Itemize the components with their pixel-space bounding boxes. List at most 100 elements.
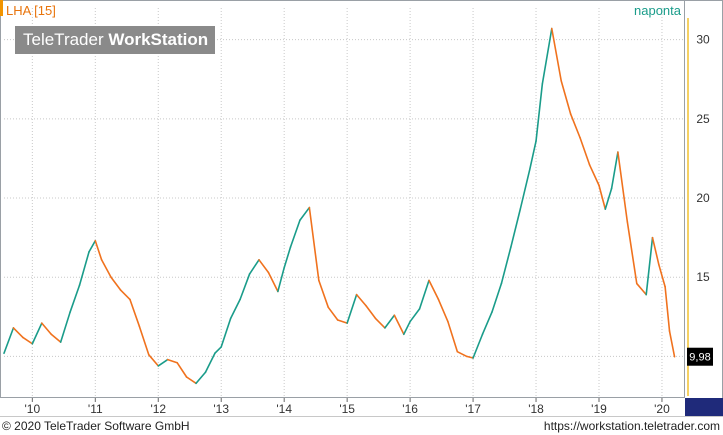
price-segment: [239, 273, 251, 301]
price-segment: [604, 187, 613, 210]
price-segment: [645, 236, 654, 296]
price-segment: [528, 140, 537, 171]
y-tick-label: 20: [696, 191, 710, 205]
price-segment: [283, 246, 292, 269]
y-tick-label: 25: [696, 112, 710, 126]
price-segment: [409, 308, 421, 323]
price-segment: [299, 206, 311, 222]
price-segment: [365, 304, 377, 320]
price-segment: [267, 271, 279, 293]
price-segment: [3, 327, 15, 355]
price-segment: [318, 279, 330, 309]
x-tick-label: '14: [276, 402, 292, 416]
price-segment: [31, 322, 43, 345]
last-value-marker: 9,98: [687, 347, 713, 366]
price-segment: [598, 184, 607, 210]
price-segment: [94, 240, 103, 261]
price-segment: [428, 279, 440, 301]
x-tick-label: '15: [339, 402, 355, 416]
x-tick-label: '18: [528, 402, 544, 416]
price-segment: [214, 346, 223, 355]
price-segment: [472, 333, 484, 359]
price-segment: [59, 311, 71, 343]
price-segment: [491, 282, 503, 313]
price-segment: [541, 27, 553, 85]
scroll-corner[interactable]: [685, 398, 723, 416]
price-segment: [248, 259, 260, 275]
price-segment: [355, 293, 367, 307]
price-segment: [635, 282, 648, 296]
logo-text-bold: WorkStation: [108, 30, 209, 49]
price-segment: [195, 371, 207, 385]
price-segment: [220, 317, 232, 348]
price-segment: [157, 358, 169, 367]
price-segment: [277, 266, 285, 293]
price-segment: [69, 284, 81, 313]
price-segment: [258, 259, 270, 274]
price-segment: [456, 350, 468, 358]
grid: [4, 8, 684, 396]
price-segment: [588, 163, 600, 187]
price-segment: [308, 206, 320, 282]
last-value-label: 9,98: [689, 352, 710, 364]
symbol-label[interactable]: LHA [15]: [6, 3, 56, 18]
price-segment: [519, 168, 531, 210]
price-segment: [393, 314, 405, 336]
price-segment: [664, 285, 671, 332]
x-tick-label: '16: [402, 402, 418, 416]
price-segment: [138, 325, 150, 356]
price-segment: [22, 336, 34, 345]
footer-url-link[interactable]: https://workstation.teletrader.com: [543, 419, 720, 433]
price-segment: [437, 298, 449, 323]
footer-divider: [0, 416, 723, 417]
price-segment: [569, 113, 581, 139]
price-segment: [100, 259, 112, 279]
price-segment: [50, 333, 62, 343]
price-segment: [129, 298, 141, 328]
x-axis: '10 '11 '12 '13 '14 '15 '16 '17 '18 '19 '20: [25, 398, 670, 416]
x-tick-label: '12: [150, 402, 166, 416]
price-segment: [465, 355, 474, 359]
price-segment: [535, 83, 544, 142]
price-segment: [204, 352, 216, 374]
price-segment: [185, 376, 197, 385]
y-axis: 1015202530: [687, 18, 710, 396]
price-segment: [447, 320, 459, 353]
price-segment: [550, 27, 563, 82]
price-chart[interactable]: '10'11'12'13'14'15'16'17'18'19'20 101520…: [0, 0, 723, 416]
price-segment: [12, 327, 24, 339]
price-segment: [500, 246, 512, 285]
price-segment: [384, 314, 396, 329]
plot-area[interactable]: [0, 0, 685, 398]
price-segment: [374, 317, 386, 329]
x-tick-label: '20: [654, 402, 670, 416]
price-segment: [289, 219, 301, 248]
y-tick-label: 30: [696, 33, 710, 47]
price-segment: [229, 298, 241, 320]
last-value-badge: [687, 347, 713, 366]
price-segment: [403, 320, 411, 336]
price-segment: [119, 289, 131, 301]
price-segment: [651, 236, 660, 266]
price-segment: [346, 293, 358, 324]
price-segment: [148, 354, 160, 367]
logo-text-light: TeleTrader: [23, 30, 109, 49]
price-segment: [626, 220, 638, 285]
x-tick-label: '19: [591, 402, 607, 416]
price-segment: [510, 208, 522, 248]
x-tick-label: '13: [213, 402, 229, 416]
price-segment: [617, 151, 629, 223]
price-segment: [78, 251, 90, 286]
x-tick-label: '11: [88, 402, 103, 416]
price-segment: [560, 80, 572, 115]
price-segment: [481, 311, 493, 336]
price-segment: [668, 330, 676, 358]
price-segment: [176, 361, 188, 378]
y-tick-label: 15: [696, 270, 710, 284]
x-tick-label: '17: [465, 402, 481, 416]
x-tick-label: '10: [25, 402, 41, 416]
price-segment: [336, 319, 348, 324]
period-label[interactable]: naponta: [634, 3, 681, 18]
price-segment: [658, 263, 666, 288]
